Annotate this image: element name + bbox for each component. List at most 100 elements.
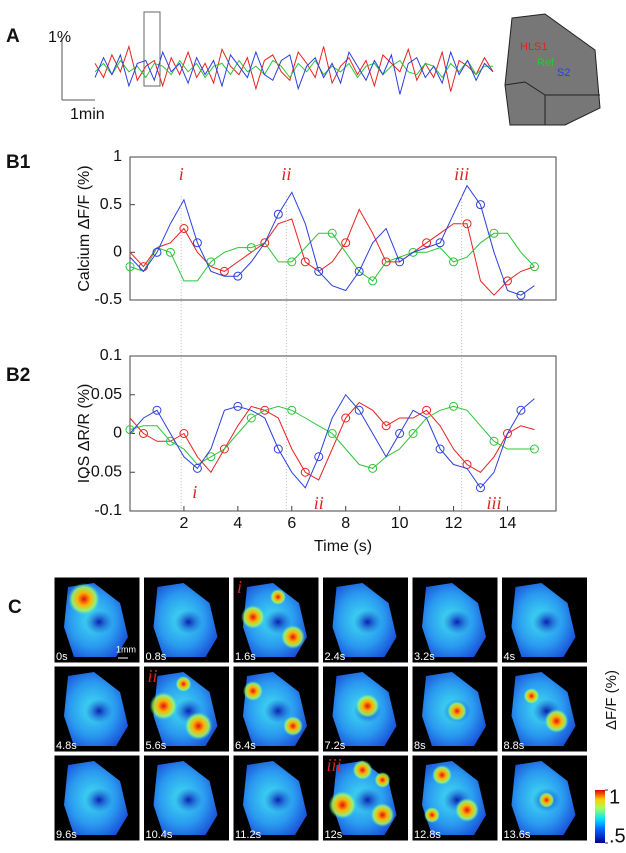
x-tick-label: 14 xyxy=(499,515,517,532)
marker xyxy=(152,247,162,257)
marker xyxy=(502,429,512,438)
y-tick-label: -0.1 xyxy=(94,502,122,519)
marker xyxy=(233,401,243,411)
scale-label: 1% xyxy=(48,29,71,46)
zoom-box xyxy=(143,11,161,87)
x-tick-label: 10 xyxy=(391,515,409,532)
x-tick-label: 4 xyxy=(233,515,242,532)
y-tick-label: 0 xyxy=(113,244,122,261)
frame-time: 1.6s xyxy=(235,651,256,663)
marker xyxy=(529,444,539,454)
marker xyxy=(327,429,337,438)
annotation: ii xyxy=(314,493,324,513)
heatmap-blob xyxy=(443,610,471,634)
marker xyxy=(138,429,148,438)
heatmap-blob xyxy=(174,610,203,634)
marker xyxy=(206,452,216,462)
x-tick-label: 8 xyxy=(341,515,350,532)
annotation: i xyxy=(192,482,197,502)
heatmap-blob xyxy=(544,709,569,733)
marker xyxy=(260,405,270,415)
frame-time: 6.4s xyxy=(235,740,256,752)
trace xyxy=(94,44,494,92)
marker xyxy=(125,262,135,272)
heatmap-blob xyxy=(175,676,192,692)
heatmap-blob xyxy=(149,692,178,720)
heatmap-blob xyxy=(328,791,357,819)
y-tick-label: -0.5 xyxy=(94,291,122,308)
heatmap-blob xyxy=(241,605,265,629)
marker xyxy=(529,262,539,272)
frame-time: 3.2s xyxy=(414,651,435,663)
colorbar-label: 1 xyxy=(609,786,620,808)
frame-time: 2.4s xyxy=(325,651,346,663)
heatmap-blob xyxy=(455,798,479,822)
frame-time: 9.6s xyxy=(56,829,77,841)
marker xyxy=(408,429,418,438)
panel-label: B2 xyxy=(6,365,30,386)
marker xyxy=(449,401,459,411)
heatmap-blob xyxy=(353,788,382,812)
marker xyxy=(516,290,526,300)
marker xyxy=(246,243,256,253)
heatmap-blob xyxy=(264,788,292,812)
x-tick-label: 6 xyxy=(287,515,296,532)
marker xyxy=(341,413,351,423)
marker xyxy=(435,238,445,248)
trace xyxy=(94,50,494,95)
frame-marker: ii xyxy=(148,666,158,686)
frame-time: 13.6s xyxy=(504,829,531,841)
trace xyxy=(94,59,493,79)
region-label: S2 xyxy=(557,67,570,79)
y-tick-label: 0.1 xyxy=(100,347,122,364)
annotation: i xyxy=(179,164,184,184)
frame-time: 5.6s xyxy=(146,740,167,752)
heatmap-blob xyxy=(184,712,213,740)
frame-time: 12s xyxy=(325,829,343,841)
marker xyxy=(192,463,202,473)
marker xyxy=(462,219,472,229)
x-tick-label: 12 xyxy=(445,515,463,532)
heatmap-blob xyxy=(538,792,555,808)
plot-frame xyxy=(129,156,557,301)
colorbar xyxy=(595,790,605,843)
y-axis-label: IOS ΔR/R (%) xyxy=(76,384,93,484)
frame-time: 7.2s xyxy=(325,740,346,752)
marker xyxy=(408,247,418,257)
heatmap-blob xyxy=(85,610,113,634)
heatmap-blob xyxy=(68,583,100,615)
marker xyxy=(287,405,297,415)
panel-label: A xyxy=(6,26,20,47)
heatmap-blob xyxy=(281,625,305,649)
region-label: Ref xyxy=(537,57,555,69)
panel-label: C xyxy=(8,597,22,618)
series-line xyxy=(129,232,535,282)
marker xyxy=(368,276,378,286)
marker xyxy=(395,429,405,438)
marker xyxy=(341,238,351,248)
annotation: iii xyxy=(486,493,501,513)
heatmap-grid: 0s 0.8s 1.6s i 2.4s 3.2s 4s 4.8s 5.6s ii 6.4s 7.2s 8… xyxy=(53,576,588,842)
frame-time: 8.8s xyxy=(504,740,525,752)
heatmap-blob xyxy=(264,610,292,634)
heatmap-blob xyxy=(447,701,467,721)
marker xyxy=(273,444,283,454)
marker xyxy=(233,271,243,281)
heatmap-blob xyxy=(283,716,303,736)
heatmap-blob xyxy=(523,688,540,704)
series-line xyxy=(129,401,535,481)
marker xyxy=(246,413,256,423)
frame-marker: iii xyxy=(327,755,342,775)
marker xyxy=(381,257,391,267)
marker xyxy=(300,467,310,477)
marker xyxy=(273,209,283,219)
frame-time: 12.8s xyxy=(414,829,441,841)
heatmap-blob xyxy=(432,765,452,785)
scale-label: 1min xyxy=(70,106,105,123)
x-axis-label: Time (s) xyxy=(314,538,372,555)
frame-marker: i xyxy=(237,577,242,597)
frame-time: 0.8s xyxy=(146,651,167,663)
frame-time: 4s xyxy=(504,651,516,663)
marker xyxy=(354,405,364,415)
y-axis-label: Calcium ΔF/F (%) xyxy=(76,165,93,291)
